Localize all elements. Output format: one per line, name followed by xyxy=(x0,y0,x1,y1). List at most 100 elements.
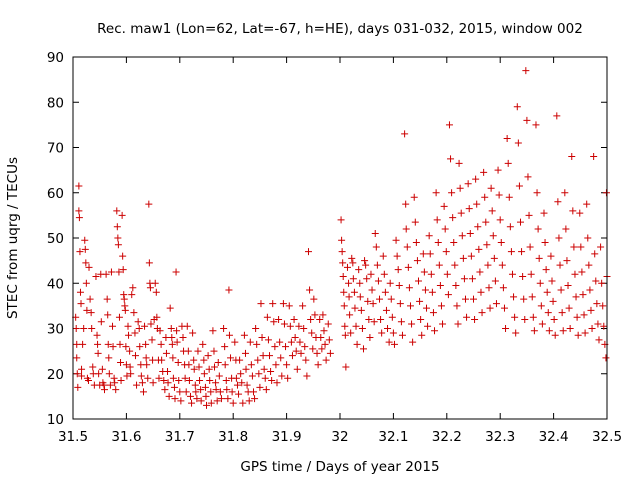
data-point xyxy=(258,334,266,342)
data-point xyxy=(227,354,235,362)
data-point xyxy=(146,284,154,292)
data-point xyxy=(203,401,210,409)
data-point xyxy=(525,211,533,219)
data-point xyxy=(436,282,444,290)
data-point xyxy=(284,374,292,382)
data-point xyxy=(181,374,189,382)
data-point xyxy=(581,329,589,337)
data-point xyxy=(395,282,403,290)
data-point xyxy=(396,300,404,308)
data-point xyxy=(382,306,390,314)
data-point xyxy=(191,381,199,389)
data-point xyxy=(83,306,91,314)
data-point xyxy=(468,275,476,283)
data-point xyxy=(122,361,130,369)
data-point xyxy=(121,302,129,310)
data-point xyxy=(594,320,602,328)
data-point xyxy=(216,388,224,396)
data-point xyxy=(119,266,127,274)
data-point xyxy=(176,388,184,396)
data-point xyxy=(223,386,231,394)
data-point xyxy=(357,306,365,314)
data-point xyxy=(100,381,108,389)
data-point xyxy=(526,243,534,251)
data-point xyxy=(116,340,124,348)
data-point xyxy=(373,261,381,269)
data-point xyxy=(520,295,528,303)
data-point xyxy=(193,395,201,403)
data-point xyxy=(138,379,146,387)
data-point xyxy=(449,214,457,222)
data-point xyxy=(389,329,397,337)
data-point xyxy=(570,243,578,251)
data-point xyxy=(220,325,228,332)
data-point xyxy=(444,291,452,299)
data-point xyxy=(548,277,556,285)
data-point xyxy=(262,386,270,394)
data-point xyxy=(210,347,218,355)
data-point xyxy=(347,329,355,337)
data-point xyxy=(75,182,83,190)
data-point xyxy=(124,322,132,330)
data-point xyxy=(412,239,420,247)
data-point xyxy=(236,356,244,364)
data-point xyxy=(573,313,581,321)
data-point xyxy=(588,325,596,332)
data-point xyxy=(512,329,520,337)
data-point xyxy=(554,198,562,206)
data-point xyxy=(82,259,90,267)
data-point xyxy=(73,370,81,378)
data-point xyxy=(212,386,220,394)
data-point xyxy=(156,327,164,335)
data-point xyxy=(119,252,127,260)
data-point xyxy=(200,356,208,364)
y-axis-label: STEC from uqrg / TECUs xyxy=(5,157,21,319)
data-point xyxy=(317,334,325,342)
data-point xyxy=(101,386,109,394)
data-point xyxy=(465,205,473,213)
data-point xyxy=(393,252,401,260)
data-point xyxy=(302,356,310,364)
data-point xyxy=(175,377,183,385)
data-point xyxy=(275,315,283,323)
data-point xyxy=(427,270,435,278)
data-point xyxy=(568,153,576,161)
data-point xyxy=(404,263,412,271)
data-point xyxy=(583,200,591,208)
data-point xyxy=(239,399,247,407)
data-point xyxy=(117,377,125,385)
data-point xyxy=(461,295,469,303)
data-point xyxy=(184,347,192,355)
data-point xyxy=(456,184,464,192)
data-point xyxy=(491,277,499,285)
x-axis-label: GPS time / Days of year 2015 xyxy=(240,459,439,475)
data-point xyxy=(337,216,345,224)
data-point xyxy=(508,270,516,278)
data-point xyxy=(255,370,263,378)
data-point xyxy=(162,349,170,357)
data-point xyxy=(197,397,205,405)
data-point xyxy=(572,293,580,301)
data-point xyxy=(77,300,85,308)
data-point xyxy=(506,223,514,231)
data-point xyxy=(569,207,577,215)
data-point xyxy=(388,313,396,321)
data-point xyxy=(271,343,279,351)
data-point xyxy=(185,377,193,385)
data-point xyxy=(204,352,212,360)
data-point xyxy=(574,331,582,339)
data-point xyxy=(450,239,458,247)
data-point xyxy=(394,266,402,274)
data-point xyxy=(487,184,495,192)
data-point xyxy=(579,291,587,299)
chart-title: Rec. maw1 (Lon=62, Lat=-67, h=HE), days … xyxy=(97,21,583,37)
data-point xyxy=(247,361,255,369)
data-point xyxy=(288,352,296,360)
data-point xyxy=(72,325,80,332)
data-point xyxy=(306,286,314,294)
data-point xyxy=(358,325,366,332)
data-point xyxy=(376,295,384,303)
data-point xyxy=(349,259,357,267)
data-point xyxy=(378,329,386,337)
data-point xyxy=(366,334,374,342)
